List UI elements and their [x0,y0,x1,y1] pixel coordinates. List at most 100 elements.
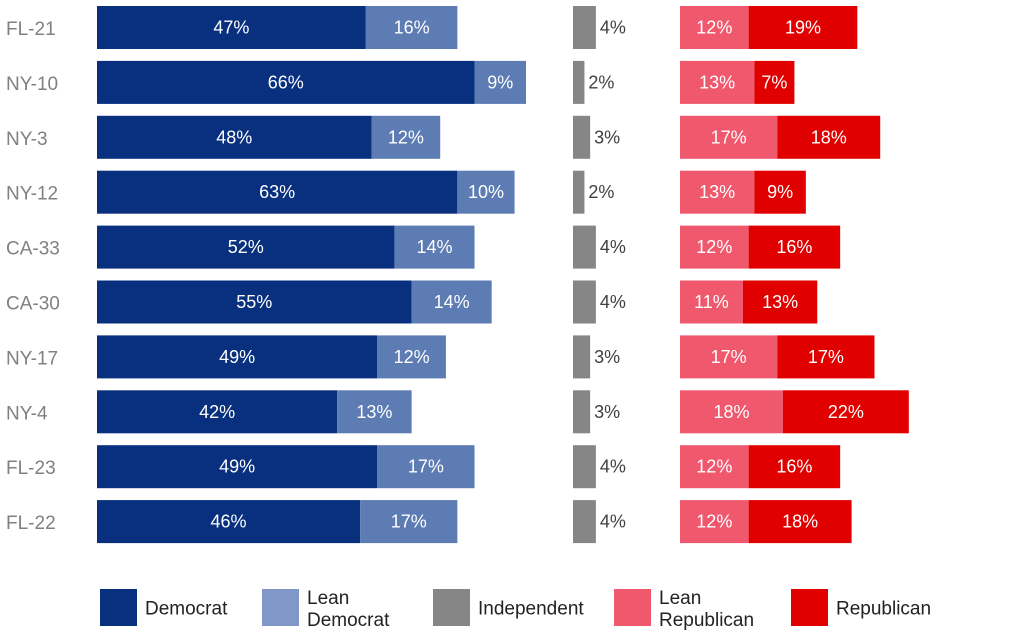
value-label-lean-democrat-fl-21: 16% [394,18,430,38]
category-labels: FL-21 NY-10 NY-3 NY-12 CA-33 CA-30 NY-17 NY-4 FL… [6,19,60,534]
value-label-lean-republican-fl-22: 12% [696,512,732,532]
value-label-republican-ny-4: 22% [828,402,864,422]
category-label-ca-33: CA-33 [6,239,60,260]
legend: Democrat Lean Democrat Independent Lean Repub… [100,588,931,631]
legend-label-lean-democrat: Lean Democrat [307,588,390,631]
bar-lean-republican-ca-33 [680,225,749,269]
value-label-lean-democrat-ny-17: 12% [394,347,430,367]
legend-swatch-independent [433,589,470,626]
value-label-republican-ny-10: 7% [761,72,787,92]
value-label-independent-ca-33: 4% [600,237,626,257]
bar-lean-democrat-fl-21 [365,6,458,49]
value-label-republican-ny-3: 18% [811,127,847,147]
bars [97,6,909,544]
value-label-republican-ny-12: 9% [767,182,793,202]
value-label-republican-fl-23: 16% [776,457,812,477]
value-label-lean-republican-fl-21: 12% [696,18,732,38]
value-label-democrat-ny-12: 63% [259,182,295,202]
bar-lean-democrat-ny-17 [377,335,446,379]
legend-swatch-democrat [100,589,137,626]
value-label-lean-republican-ny-12: 13% [699,182,735,202]
bar-lean-republican-fl-22 [680,500,749,544]
value-label-lean-democrat-fl-23: 17% [408,457,444,477]
value-label-lean-democrat-ny-10: 9% [487,72,513,92]
bar-independent-ca-30 [573,280,596,324]
value-label-democrat-ny-3: 48% [216,127,252,147]
legend-swatch-lean-democrat [262,589,299,626]
value-label-independent-ny-3: 3% [594,127,620,147]
value-label-republican-ca-30: 13% [762,292,798,312]
value-label-independent-ny-4: 3% [594,402,620,422]
legend-label-independent: Independent [478,599,584,620]
value-label-democrat-ca-33: 52% [228,237,264,257]
category-label-fl-23: FL-23 [6,458,56,479]
bar-republican-ny-4 [782,390,909,434]
bar-lean-democrat-ny-10 [474,60,526,104]
category-label-ny-17: NY-17 [6,348,58,369]
value-label-lean-republican-ny-17: 17% [711,347,747,367]
value-label-lean-republican-ny-3: 17% [711,127,747,147]
bar-lean-democrat-ny-3 [371,115,441,159]
value-label-independent-fl-22: 4% [600,512,626,532]
bar-democrat-ny-4 [97,390,338,434]
value-label-independent-fl-23: 4% [600,457,626,477]
value-label-democrat-fl-21: 47% [213,18,249,38]
bar-independent-ny-17 [573,335,591,379]
value-label-democrat-fl-23: 49% [219,457,255,477]
bar-lean-democrat-ny-4 [337,390,412,434]
bar-independent-ny-4 [573,390,591,434]
bar-independent-fl-23 [573,445,596,489]
category-label-ny-4: NY-4 [6,403,48,424]
category-label-fl-21: FL-21 [6,19,56,40]
legend-swatch-republican [791,589,828,626]
bar-independent-fl-22 [573,500,596,544]
bar-republican-ny-3 [777,115,881,159]
bar-lean-republican-fl-21 [680,6,749,49]
value-label-democrat-ny-10: 66% [268,72,304,92]
value-label-lean-democrat-ny-3: 12% [388,127,424,147]
category-label-fl-22: FL-22 [6,513,56,534]
bar-republican-ny-17 [777,335,875,379]
bar-lean-democrat-ny-12 [457,170,515,214]
bar-independent-ca-33 [573,225,596,269]
value-label-democrat-ny-17: 49% [219,347,255,367]
bar-republican-fl-21 [748,6,858,49]
value-label-lean-democrat-ca-33: 14% [416,237,452,257]
bar-lean-republican-ny-3 [680,115,778,159]
category-label-ny-12: NY-12 [6,184,58,205]
bar-lean-democrat-ca-30 [411,280,492,324]
bar-lean-republican-ny-12 [680,170,755,214]
value-label-independent-ny-10: 2% [588,72,614,92]
value-label-republican-ca-33: 16% [776,237,812,257]
value-label-lean-democrat-ny-12: 10% [468,182,504,202]
value-label-lean-democrat-ca-30: 14% [434,292,470,312]
value-label-democrat-fl-22: 46% [211,512,247,532]
category-label-ny-10: NY-10 [6,74,58,95]
bar-democrat-fl-21 [97,6,366,49]
value-label-independent-ny-17: 3% [594,347,620,367]
bar-democrat-ny-3 [97,115,372,159]
value-label-lean-democrat-fl-22: 17% [391,512,427,532]
bar-republican-fl-22 [748,500,852,544]
bar-republican-ca-33 [748,225,841,269]
bar-democrat-fl-22 [97,500,361,544]
bar-republican-ny-10 [754,60,795,104]
bar-lean-republican-ny-17 [680,335,778,379]
bar-independent-fl-21 [573,6,596,49]
bar-democrat-ny-17 [97,335,378,379]
bar-democrat-ca-33 [97,225,395,269]
bar-democrat-fl-23 [97,445,378,489]
bar-lean-republican-ny-10 [680,60,755,104]
bar-republican-fl-23 [748,445,841,489]
value-label-lean-republican-ca-33: 12% [696,237,732,257]
value-label-lean-republican-ca-30: 11% [694,292,729,312]
bar-lean-democrat-fl-23 [377,445,475,489]
value-label-independent-ny-12: 2% [588,182,614,202]
value-label-republican-ny-17: 17% [808,347,844,367]
legend-label-republican: Republican [836,599,931,620]
value-label-democrat-ny-4: 42% [199,402,235,422]
value-labels: 47% 16% 4% 12% 19% 66% 9% 2% 13% 7% 48% 12% 3% 17% 18%… [199,18,864,532]
bar-independent-ny-3 [573,115,591,159]
legend-label-lean-republican: Lean Republican [659,588,754,631]
